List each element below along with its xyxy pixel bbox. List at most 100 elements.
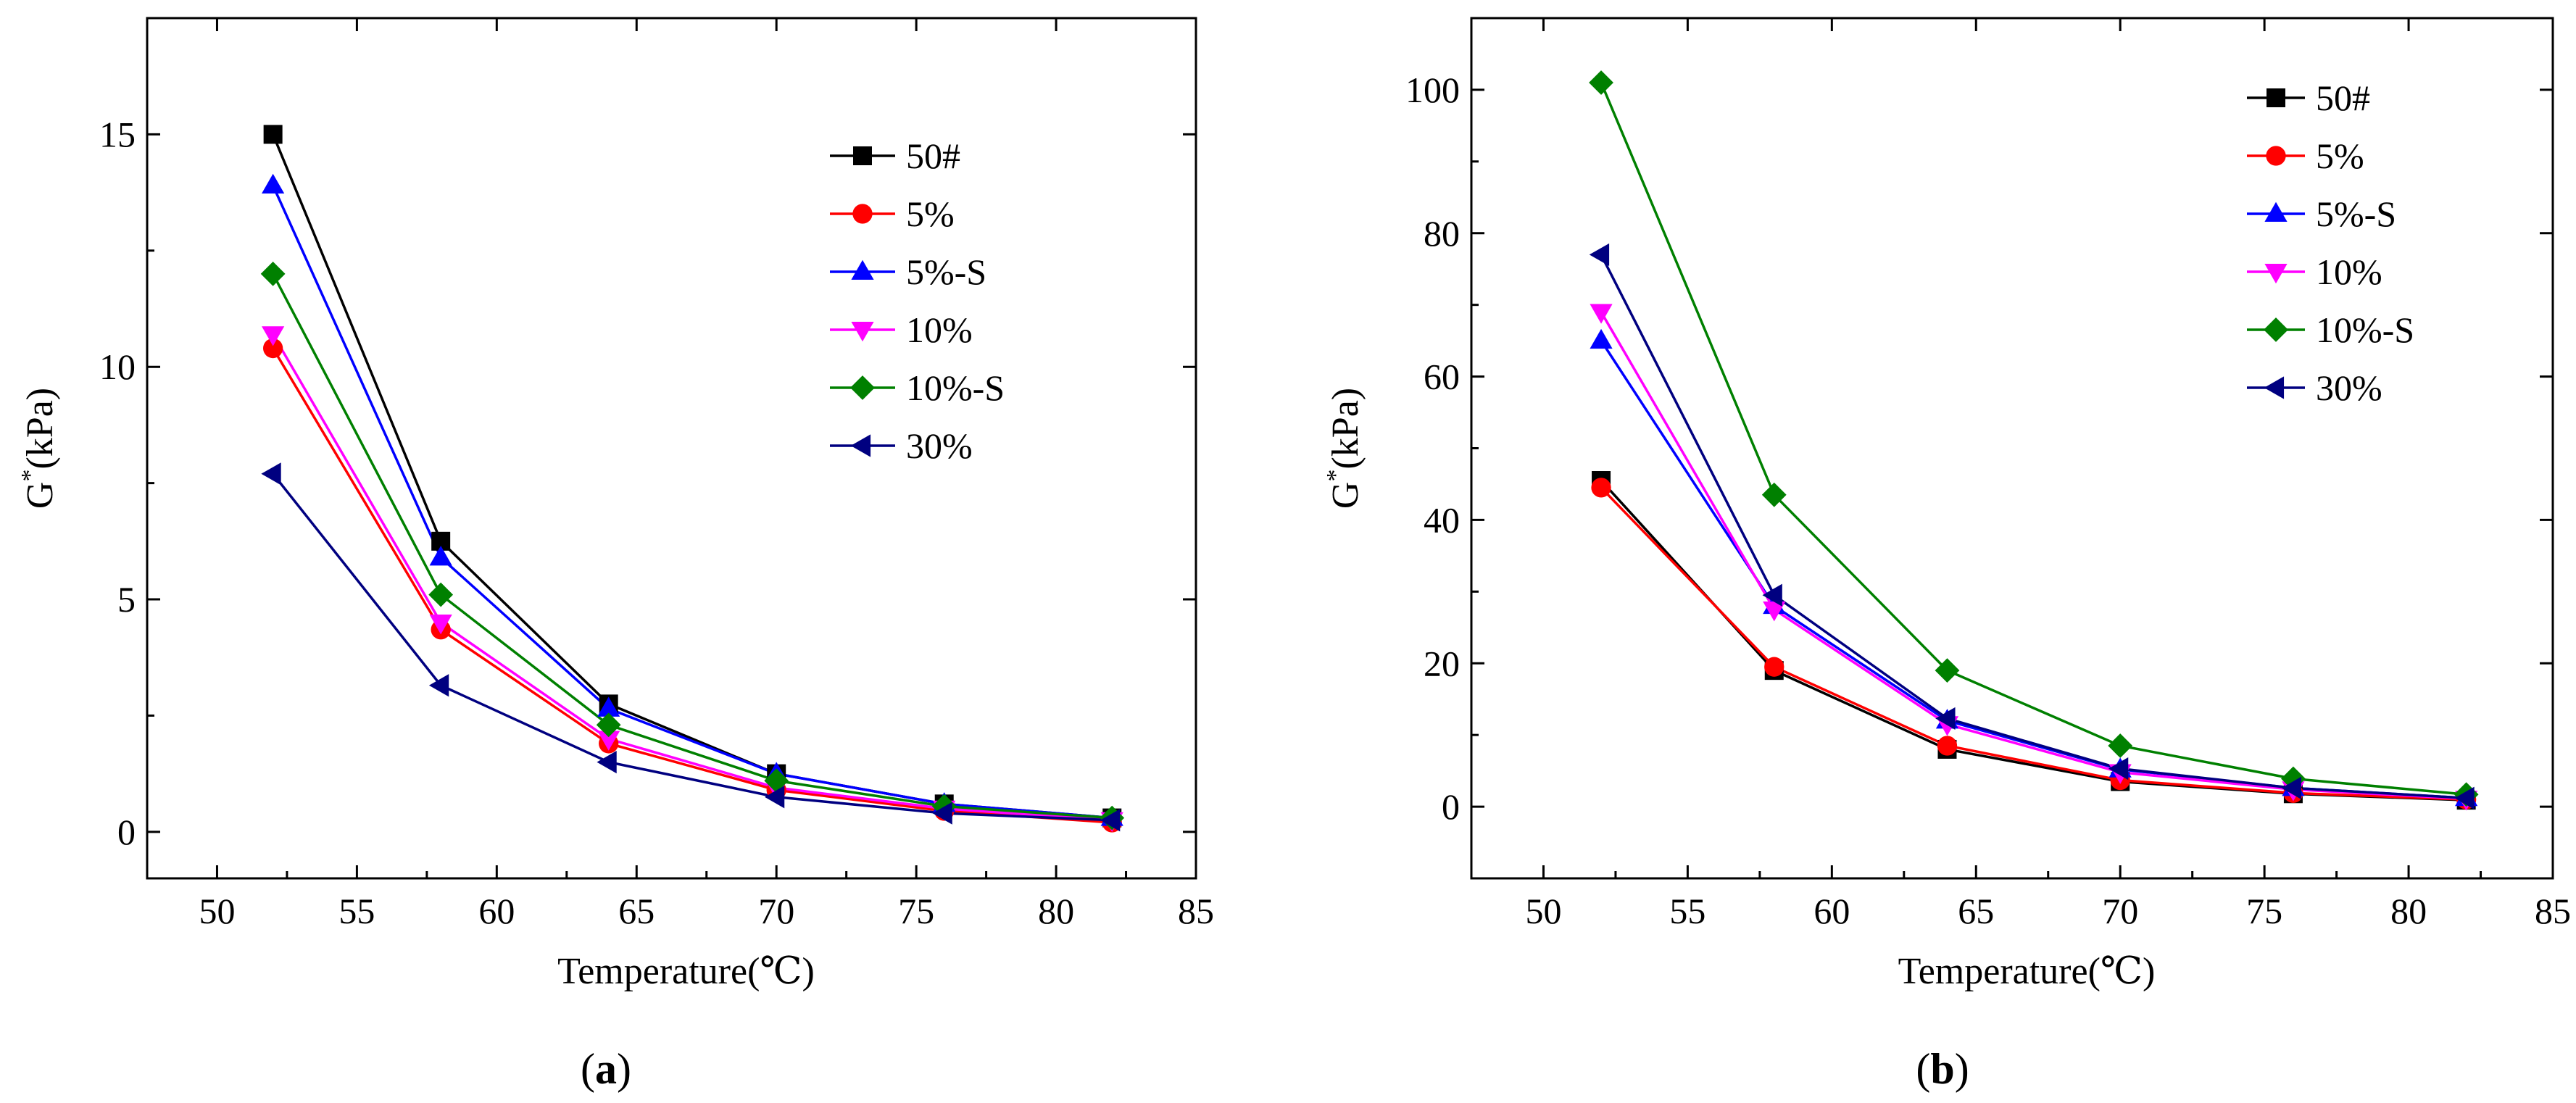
y-tick-label-a-2: 10: [99, 346, 136, 387]
y-tick-label-b-5: 100: [1405, 70, 1460, 110]
legend-marker-a-1: [852, 204, 873, 224]
y-axis-label-main-a: G: [20, 482, 61, 509]
data-point-a-5-5: [1100, 809, 1121, 832]
legend-label-a-4: 10%-S: [906, 367, 1005, 408]
legend-marker-a-3: [851, 321, 874, 342]
legend-label-a-1: 5%: [906, 193, 955, 234]
legend-marker-b-5: [2264, 376, 2285, 399]
legend-marker-b-1: [2266, 146, 2286, 166]
legend-marker-b-0: [2267, 88, 2285, 107]
x-tick-label-a-7: 85: [1178, 891, 1214, 931]
series-line-a-4: [272, 273, 1113, 820]
chart-panel-b: 50 55 60 65 70 75 80 85 0 20 40 60 80 100 Temperature(…: [1322, 17, 2571, 1093]
x-tick-label-a-0: 50: [199, 891, 235, 931]
y-axis-label-a: G*(kPa): [17, 388, 61, 509]
x-tick-label-b-3: 65: [1958, 891, 1994, 931]
data-point-a-2-1: [429, 546, 452, 566]
data-point-a-4-3: [764, 768, 789, 794]
data-point-b-2-0: [1590, 328, 1613, 349]
legend-marker-b-2: [2264, 201, 2288, 222]
y-tick-label-b-3: 60: [1424, 357, 1460, 397]
data-point-b-5-0: [1589, 243, 1610, 267]
data-point-a-4-0: [260, 261, 286, 286]
data-point-a-0-0: [263, 125, 283, 144]
x-tick-label-b-2: 60: [1813, 891, 1850, 931]
legend-label-b-0: 50#: [2316, 78, 2370, 118]
legend-marker-b-3: [2264, 263, 2288, 284]
series-line-b-3: [1600, 311, 2467, 800]
y-axis-label-sup-a: *: [17, 470, 43, 482]
data-point-b-4-3: [2108, 733, 2133, 758]
data-point-b-1-2: [1937, 736, 1958, 756]
legend-marker-a-0: [853, 146, 872, 165]
legend-marker-a-2: [851, 259, 874, 280]
chart-panel-a: 50 55 60 65 70 75 80 85 0 5 10 15 Temperature(℃) G*(k…: [17, 17, 1214, 1093]
x-tick-label-a-3: 65: [618, 891, 655, 931]
data-point-a-2-2: [597, 696, 620, 717]
series-line-b-5: [1600, 254, 2467, 799]
data-point-b-1-1: [1764, 657, 1784, 677]
x-tick-label-b-0: 50: [1525, 891, 1561, 931]
data-point-a-4-1: [428, 582, 454, 607]
y-tick-label-b-2: 40: [1424, 499, 1460, 540]
data-point-a-3-2: [597, 731, 620, 751]
data-point-b-4-2: [1935, 658, 1960, 683]
data-point-a-2-0: [262, 173, 285, 194]
data-point-a-5-0: [261, 462, 281, 486]
panel-label-a: (a): [581, 1045, 631, 1093]
legend-label-b-4: 10%-S: [2316, 309, 2414, 350]
y-axis-label-b: G*(kPa): [1322, 388, 1366, 509]
x-tick-label-b-5: 75: [2246, 891, 2282, 931]
y-axis-label-unit-b: (kPa): [1325, 388, 1366, 470]
plot-frame-a: [146, 17, 1197, 880]
series-line-a-3: [272, 333, 1113, 822]
series-line-a-1: [272, 347, 1113, 824]
legend-label-b-1: 5%: [2316, 136, 2364, 176]
data-point-a-5-4: [932, 802, 952, 825]
series-line-b-1: [1600, 486, 2467, 801]
data-point-a-5-1: [428, 674, 449, 697]
legend-label-a-5: 30%: [906, 425, 973, 466]
series-line-a-5: [272, 473, 1113, 822]
legend-label-a-0: 50#: [906, 136, 960, 176]
x-tick-label-a-5: 75: [898, 891, 934, 931]
x-tick-label-a-6: 80: [1038, 891, 1074, 931]
y-tick-label-a-3: 15: [99, 114, 136, 154]
y-axis-label-main-b: G: [1325, 482, 1366, 509]
data-point-b-5-3: [2108, 757, 2129, 781]
x-tick-label-b-1: 55: [1669, 891, 1705, 931]
y-axis-label-unit-a: (kPa): [20, 388, 61, 470]
panel-label-b: (b): [1916, 1045, 1969, 1093]
y-axis-label-sup-b: *: [1322, 470, 1349, 482]
y-tick-label-b-0: 0: [1442, 786, 1460, 827]
data-point-a-3-1: [429, 615, 452, 635]
x-axis-label-a: Temperature(℃): [557, 951, 815, 992]
y-tick-label-b-4: 80: [1424, 213, 1460, 254]
legend-label-b-3: 10%: [2316, 251, 2382, 292]
data-point-b-3-1: [1763, 602, 1786, 622]
legend-label-a-3: 10%: [906, 309, 973, 350]
y-tick-label-a-0: 0: [117, 812, 136, 852]
x-tick-label-b-7: 85: [2535, 891, 2571, 931]
legend-marker-a-5: [850, 434, 871, 457]
x-tick-label-b-6: 80: [2390, 891, 2427, 931]
x-tick-label-a-1: 55: [338, 891, 375, 931]
data-point-a-5-3: [764, 786, 785, 809]
data-point-b-4-0: [1589, 70, 1613, 95]
legend-label-a-2: 5%-S: [906, 251, 986, 292]
data-point-b-5-4: [2281, 776, 2301, 799]
data-point-b-5-1: [1762, 583, 1782, 607]
x-tick-label-a-2: 60: [478, 891, 515, 931]
y-tick-label-b-1: 20: [1424, 643, 1460, 683]
data-point-a-5-2: [597, 750, 617, 774]
data-point-b-1-0: [1591, 478, 1611, 498]
series-line-a-2: [272, 185, 1113, 820]
legend-marker-a-4: [850, 375, 875, 400]
data-point-a-3-0: [262, 326, 285, 346]
legend-label-b-2: 5%-S: [2316, 193, 2396, 234]
data-point-a-1-0: [262, 338, 283, 359]
x-tick-label-b-4: 70: [2102, 891, 2138, 931]
data-point-b-5-5: [2454, 786, 2475, 809]
data-point-b-4-1: [1761, 482, 1787, 507]
